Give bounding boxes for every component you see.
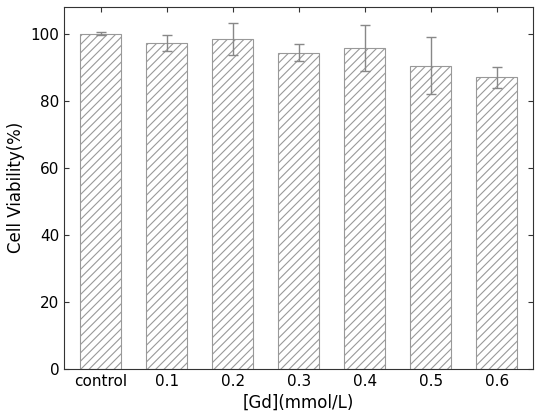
Bar [410,65,451,369]
Bar [212,39,253,369]
Bar [344,48,385,369]
Bar [146,43,187,369]
Bar [476,77,517,369]
Bar [278,53,319,369]
Bar [80,34,121,369]
Y-axis label: Cell Viability(%): Cell Viability(%) [7,122,25,253]
X-axis label: [Gd](mmol/L): [Gd](mmol/L) [243,394,354,412]
